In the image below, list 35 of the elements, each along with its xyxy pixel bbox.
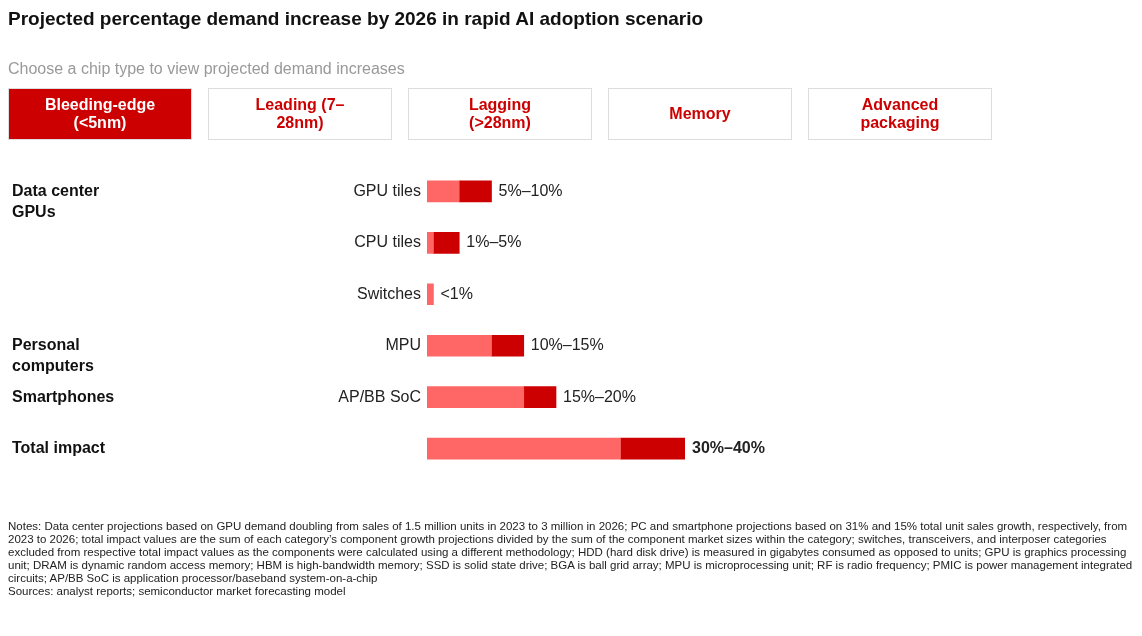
bar — [491, 334, 525, 357]
text: Personal computers — [12, 336, 94, 375]
y-tick-label: Switches — [356, 284, 421, 302]
annotation: 15%–20% — [563, 387, 636, 405]
text: Memory — [669, 105, 731, 123]
y-tick-label: MPU — [385, 336, 421, 354]
text: Leading (7–28nm) — [254, 96, 346, 132]
bar — [427, 231, 434, 254]
annotation: 1%–5% — [466, 233, 522, 251]
annotation: <1% — [440, 284, 473, 302]
text: Smartphones — [12, 387, 115, 405]
text: Total impact — [12, 439, 106, 457]
y-tick-label: AP/BB SoC — [338, 387, 421, 405]
bar — [427, 386, 525, 409]
bar — [427, 437, 621, 460]
annotation: 5%–10% — [498, 181, 563, 199]
text: Lagging (>28nm) — [467, 96, 533, 132]
bar — [523, 386, 557, 409]
chart-title: Projected percentage demand increase by 2026 in rapid AI adoption scenario — [8, 8, 705, 30]
bar — [427, 283, 434, 306]
source-note: Sources: analyst reports; semiconductor market forecasting model — [8, 585, 347, 598]
bar — [433, 231, 460, 254]
bar — [427, 180, 460, 203]
text: Notes: Data center projections based on GPU demand doubling from sales of 1.5 million units in 2023 to 3 million in 2026; PC and smartphone projections based on 31% and 15% total unit sales growth, respectively, from 2023 to 2026; total impact values are the sum of each category’s component growth projections divided by the sum of the component market sizes within the category; switches, transceivers, and interposer categories excluded from respective total impact values as the components were calculated using a different methodology; HDD (hard disk drive) is measured in gigabytes consumed as opposed to units; GPU is graphics processing unit; DRAM is dynamic random access memory; HBM is high-bandwidth memory; SSD is solid state drive; BGA is ball grid array; MPU is microprocessing unit; RF is radio frequency; PMIC is power management integrated circuits; AP/BB SoC is application processor/baseband system-on-a-chip — [8, 520, 1134, 585]
annotation: 10%–15% — [530, 336, 604, 354]
bar — [458, 180, 492, 203]
text: Advanced packaging — [859, 96, 941, 132]
bar — [427, 334, 492, 357]
text: Bleeding-edge (<5nm) — [43, 96, 157, 132]
text: 30%–40% — [692, 439, 765, 457]
y-tick-label: GPU tiles — [353, 181, 421, 199]
text: Choose a chip type to view projected demand increases — [8, 60, 406, 78]
text: Data center GPUs — [12, 181, 100, 220]
y-tick-label: CPU tiles — [354, 233, 421, 251]
bar — [620, 437, 685, 460]
